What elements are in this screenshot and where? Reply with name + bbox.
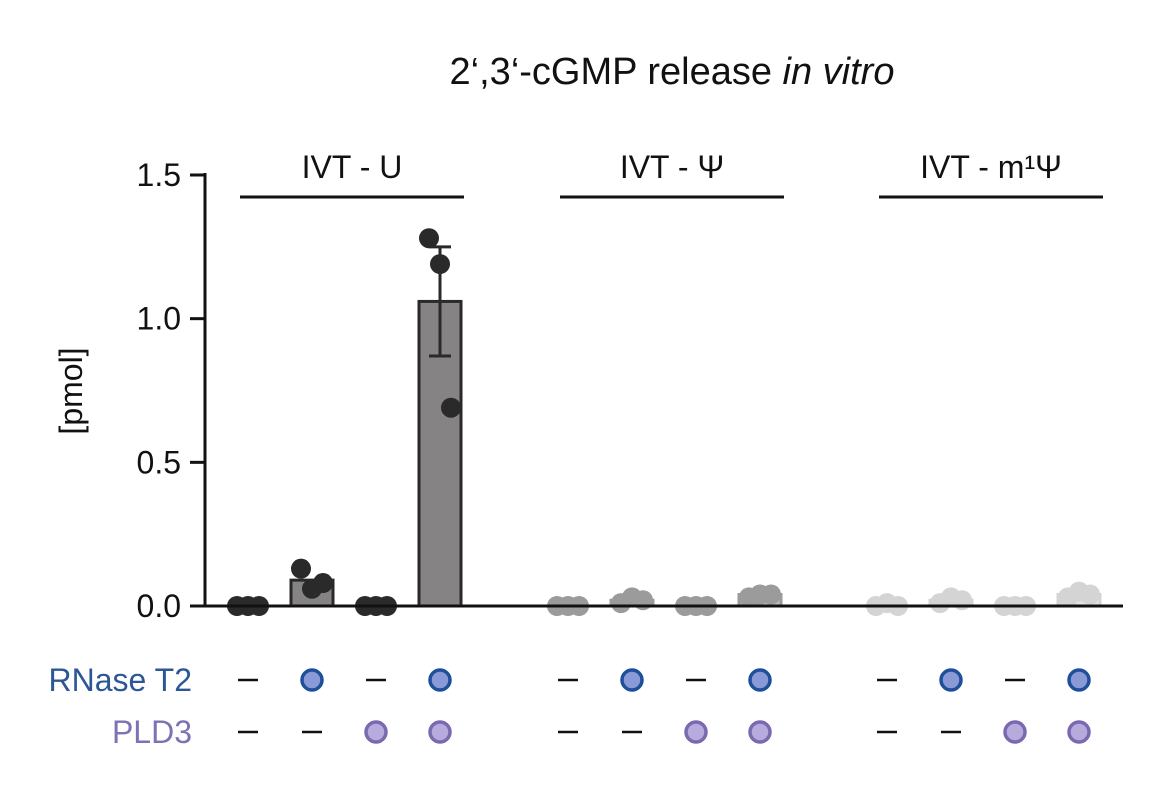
y-axis-label: [pmol] — [53, 347, 89, 434]
group-label: IVT - Ψ — [620, 149, 724, 185]
treatment-marker-pld3 — [428, 720, 452, 744]
treatment-row-label: RNase T2 — [49, 662, 192, 698]
data-point — [291, 558, 311, 579]
treatment-marker-rnase-t2 — [428, 668, 452, 692]
treatment-marker-pld3 — [1067, 720, 1091, 744]
treatment-row-label: PLD3 — [112, 714, 192, 750]
treatment-marker-pld3 — [364, 720, 388, 744]
treatment-marker-pld3 — [684, 720, 708, 744]
y-tick-label: 1.5 — [137, 157, 181, 193]
chart-title-main: 2‘,3‘-cGMP release — [450, 51, 783, 93]
data-point — [419, 228, 439, 249]
chart-marks: 0.0 0.5 1.0 1.5 IVT - U IVT - Ψ IVT - m¹Ψ RNase… — [49, 149, 1123, 750]
data-point — [441, 397, 461, 418]
y-tick-label: 1.0 — [137, 301, 181, 337]
y-tick-label: 0.0 — [137, 588, 181, 624]
treatment-marker-rnase-t2 — [748, 668, 772, 692]
data-point — [430, 254, 450, 275]
treatment-marker-rnase-t2 — [1067, 668, 1091, 692]
y-tick-label: 0.5 — [137, 444, 181, 480]
treatment-marker-rnase-t2 — [620, 668, 644, 692]
treatment-marker-rnase-t2 — [939, 668, 963, 692]
data-point — [1080, 584, 1100, 605]
treatment-marker-pld3 — [1003, 720, 1027, 744]
data-point — [761, 584, 781, 605]
group-label: IVT - m¹Ψ — [920, 149, 1062, 185]
chart-title: 2‘,3‘-cGMP release in vitro — [450, 51, 895, 93]
chart-title-italic: in vitro — [783, 51, 895, 93]
treatment-marker-rnase-t2 — [300, 668, 324, 692]
data-point — [313, 573, 333, 594]
group-label: IVT - U — [302, 149, 403, 185]
treatment-marker-pld3 — [748, 720, 772, 744]
